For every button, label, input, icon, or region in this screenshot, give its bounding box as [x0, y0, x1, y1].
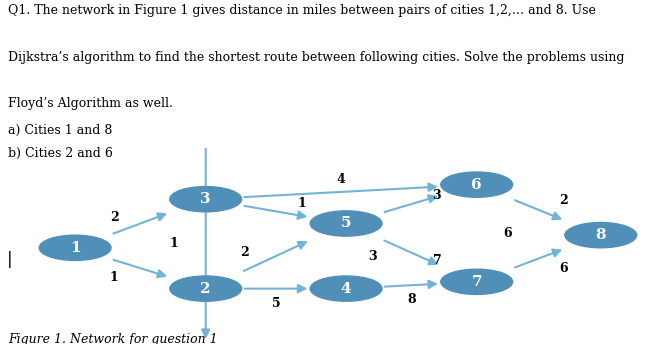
- Text: 7: 7: [433, 254, 442, 267]
- Text: 2: 2: [110, 211, 119, 224]
- Text: 3: 3: [200, 192, 211, 206]
- Text: a) Cities 1 and 8: a) Cities 1 and 8: [8, 124, 112, 137]
- Text: 3: 3: [432, 189, 441, 202]
- Text: 7: 7: [471, 275, 482, 289]
- Text: 6: 6: [559, 262, 568, 275]
- Ellipse shape: [441, 172, 513, 197]
- Text: 6: 6: [471, 178, 482, 192]
- Text: Dijkstra’s algorithm to find the shortest route between following cities. Solve : Dijkstra’s algorithm to find the shortes…: [8, 51, 624, 64]
- Text: b) Cities 2 and 6: b) Cities 2 and 6: [8, 147, 113, 160]
- Ellipse shape: [170, 276, 242, 301]
- Text: 8: 8: [407, 293, 416, 306]
- Text: 8: 8: [596, 228, 606, 242]
- Text: 4: 4: [337, 173, 345, 186]
- Text: 1: 1: [110, 271, 119, 284]
- Text: Figure 1. Network for question 1: Figure 1. Network for question 1: [8, 333, 217, 344]
- Text: 6: 6: [503, 227, 513, 240]
- Ellipse shape: [310, 276, 382, 301]
- Text: Q1. The network in Figure 1 gives distance in miles between pairs of cities 1,2,: Q1. The network in Figure 1 gives distan…: [8, 4, 596, 18]
- Text: 3: 3: [368, 249, 377, 262]
- Text: 1: 1: [298, 197, 306, 210]
- Text: Floyd’s Algorithm as well.: Floyd’s Algorithm as well.: [8, 97, 172, 110]
- Ellipse shape: [170, 186, 242, 212]
- Ellipse shape: [310, 211, 382, 236]
- Text: 1: 1: [170, 237, 179, 250]
- Ellipse shape: [441, 269, 513, 294]
- Text: 5: 5: [341, 216, 351, 230]
- Text: 2: 2: [559, 194, 568, 207]
- Text: 5: 5: [272, 297, 280, 310]
- Ellipse shape: [39, 235, 111, 260]
- Text: 2: 2: [240, 246, 249, 259]
- Text: 1: 1: [70, 241, 80, 255]
- Text: 2: 2: [200, 282, 211, 295]
- Ellipse shape: [565, 223, 637, 248]
- Text: |: |: [7, 251, 12, 268]
- Text: 4: 4: [341, 282, 351, 295]
